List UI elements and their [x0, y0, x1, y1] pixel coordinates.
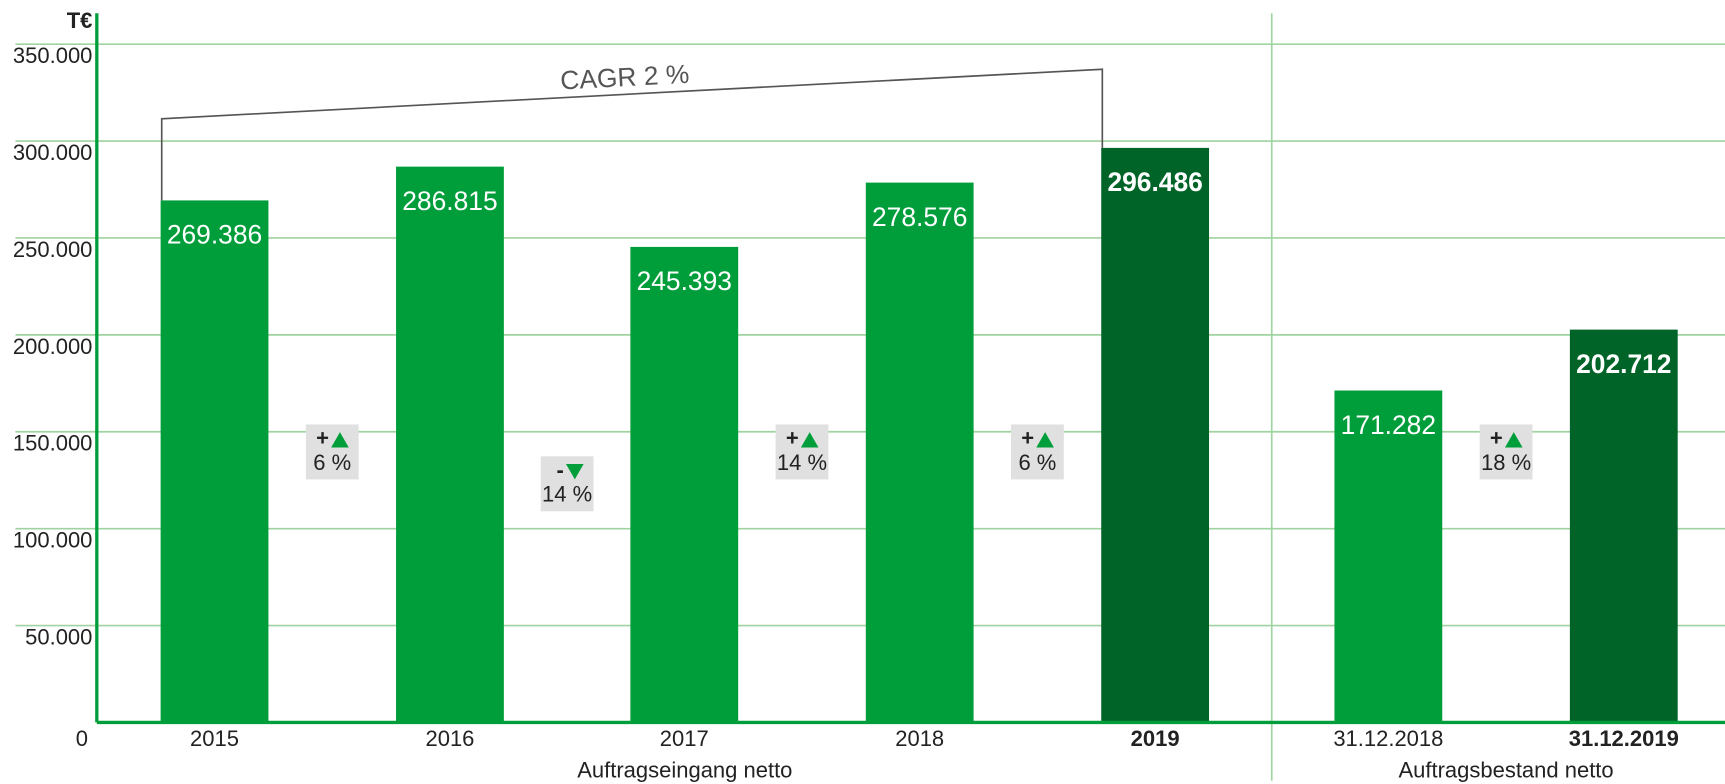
value-label: 171.282 — [1341, 410, 1436, 440]
change-sign: + — [316, 426, 329, 451]
group-label: Auftragseingang netto — [577, 758, 792, 783]
y-unit: T€ — [67, 8, 93, 33]
bar — [1101, 147, 1210, 723]
y-tick-label: 150.000 — [13, 431, 92, 456]
change-box — [305, 424, 359, 480]
change-sign: + — [786, 426, 799, 451]
bar — [160, 200, 269, 723]
value-label: 278.576 — [872, 202, 967, 232]
y-tick-label: 100.000 — [13, 528, 92, 553]
change-label: 14 % — [542, 482, 592, 507]
bar — [1334, 390, 1443, 723]
value-label: 286.815 — [402, 186, 497, 216]
change-arrow — [1036, 432, 1054, 448]
change-sign: + — [1021, 426, 1034, 451]
change-label: 14 % — [777, 450, 827, 475]
group-label: Auftragsbestand netto — [1398, 758, 1613, 783]
y-tick-label: 250.000 — [13, 237, 92, 262]
y-tick-label: 0 — [76, 726, 88, 751]
change-sign: - — [556, 458, 563, 483]
x-tick-label: 2016 — [425, 726, 474, 751]
x-tick-label: 31.12.2018 — [1333, 726, 1443, 751]
change-box — [1011, 424, 1064, 480]
change-arrow — [566, 464, 584, 480]
change-label: 6 % — [313, 450, 351, 475]
cagr-label: CAGR 2 % — [560, 59, 690, 96]
change-arrow — [331, 432, 349, 448]
change-label: 18 % — [1481, 450, 1531, 475]
y-tick-label: 200.000 — [13, 334, 92, 359]
bar — [630, 246, 739, 723]
x-tick-label: 2017 — [660, 726, 709, 751]
x-tick-label: 2018 — [895, 726, 944, 751]
x-tick-label: 2019 — [1131, 726, 1180, 751]
bar — [396, 166, 504, 723]
value-label: 269.386 — [167, 220, 262, 250]
value-label: 245.393 — [637, 266, 732, 296]
value-label: 202.712 — [1576, 349, 1671, 379]
y-tick-label: 50.000 — [25, 625, 92, 650]
change-arrow — [800, 432, 819, 448]
bar — [865, 182, 974, 723]
y-tick-label: 300.000 — [13, 140, 92, 165]
x-tick-label: 2015 — [190, 726, 239, 751]
change-arrow — [1504, 432, 1523, 448]
bar — [1569, 329, 1678, 723]
y-tick-label: 350.000 — [13, 43, 92, 68]
change-box — [1479, 424, 1533, 480]
change-label: 6 % — [1018, 450, 1056, 475]
cagr-bracket — [160, 68, 1104, 201]
x-tick-label: 31.12.2019 — [1569, 726, 1679, 751]
value-label: 296.486 — [1107, 167, 1202, 197]
change-box — [775, 424, 829, 480]
change-sign: + — [1490, 426, 1503, 451]
